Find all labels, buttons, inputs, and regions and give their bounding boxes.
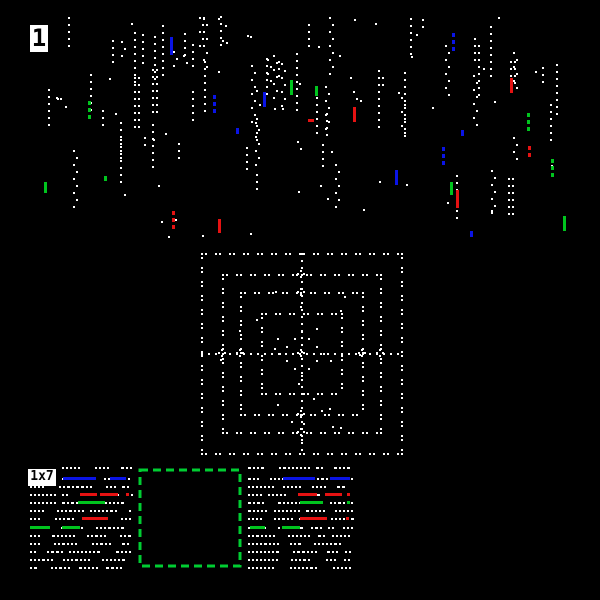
level-badge: 1	[30, 24, 48, 52]
selection-rectangle[interactable]	[138, 468, 242, 568]
grid-size-badge: 1x7	[28, 469, 56, 486]
selection-rectangle-border	[138, 468, 242, 568]
